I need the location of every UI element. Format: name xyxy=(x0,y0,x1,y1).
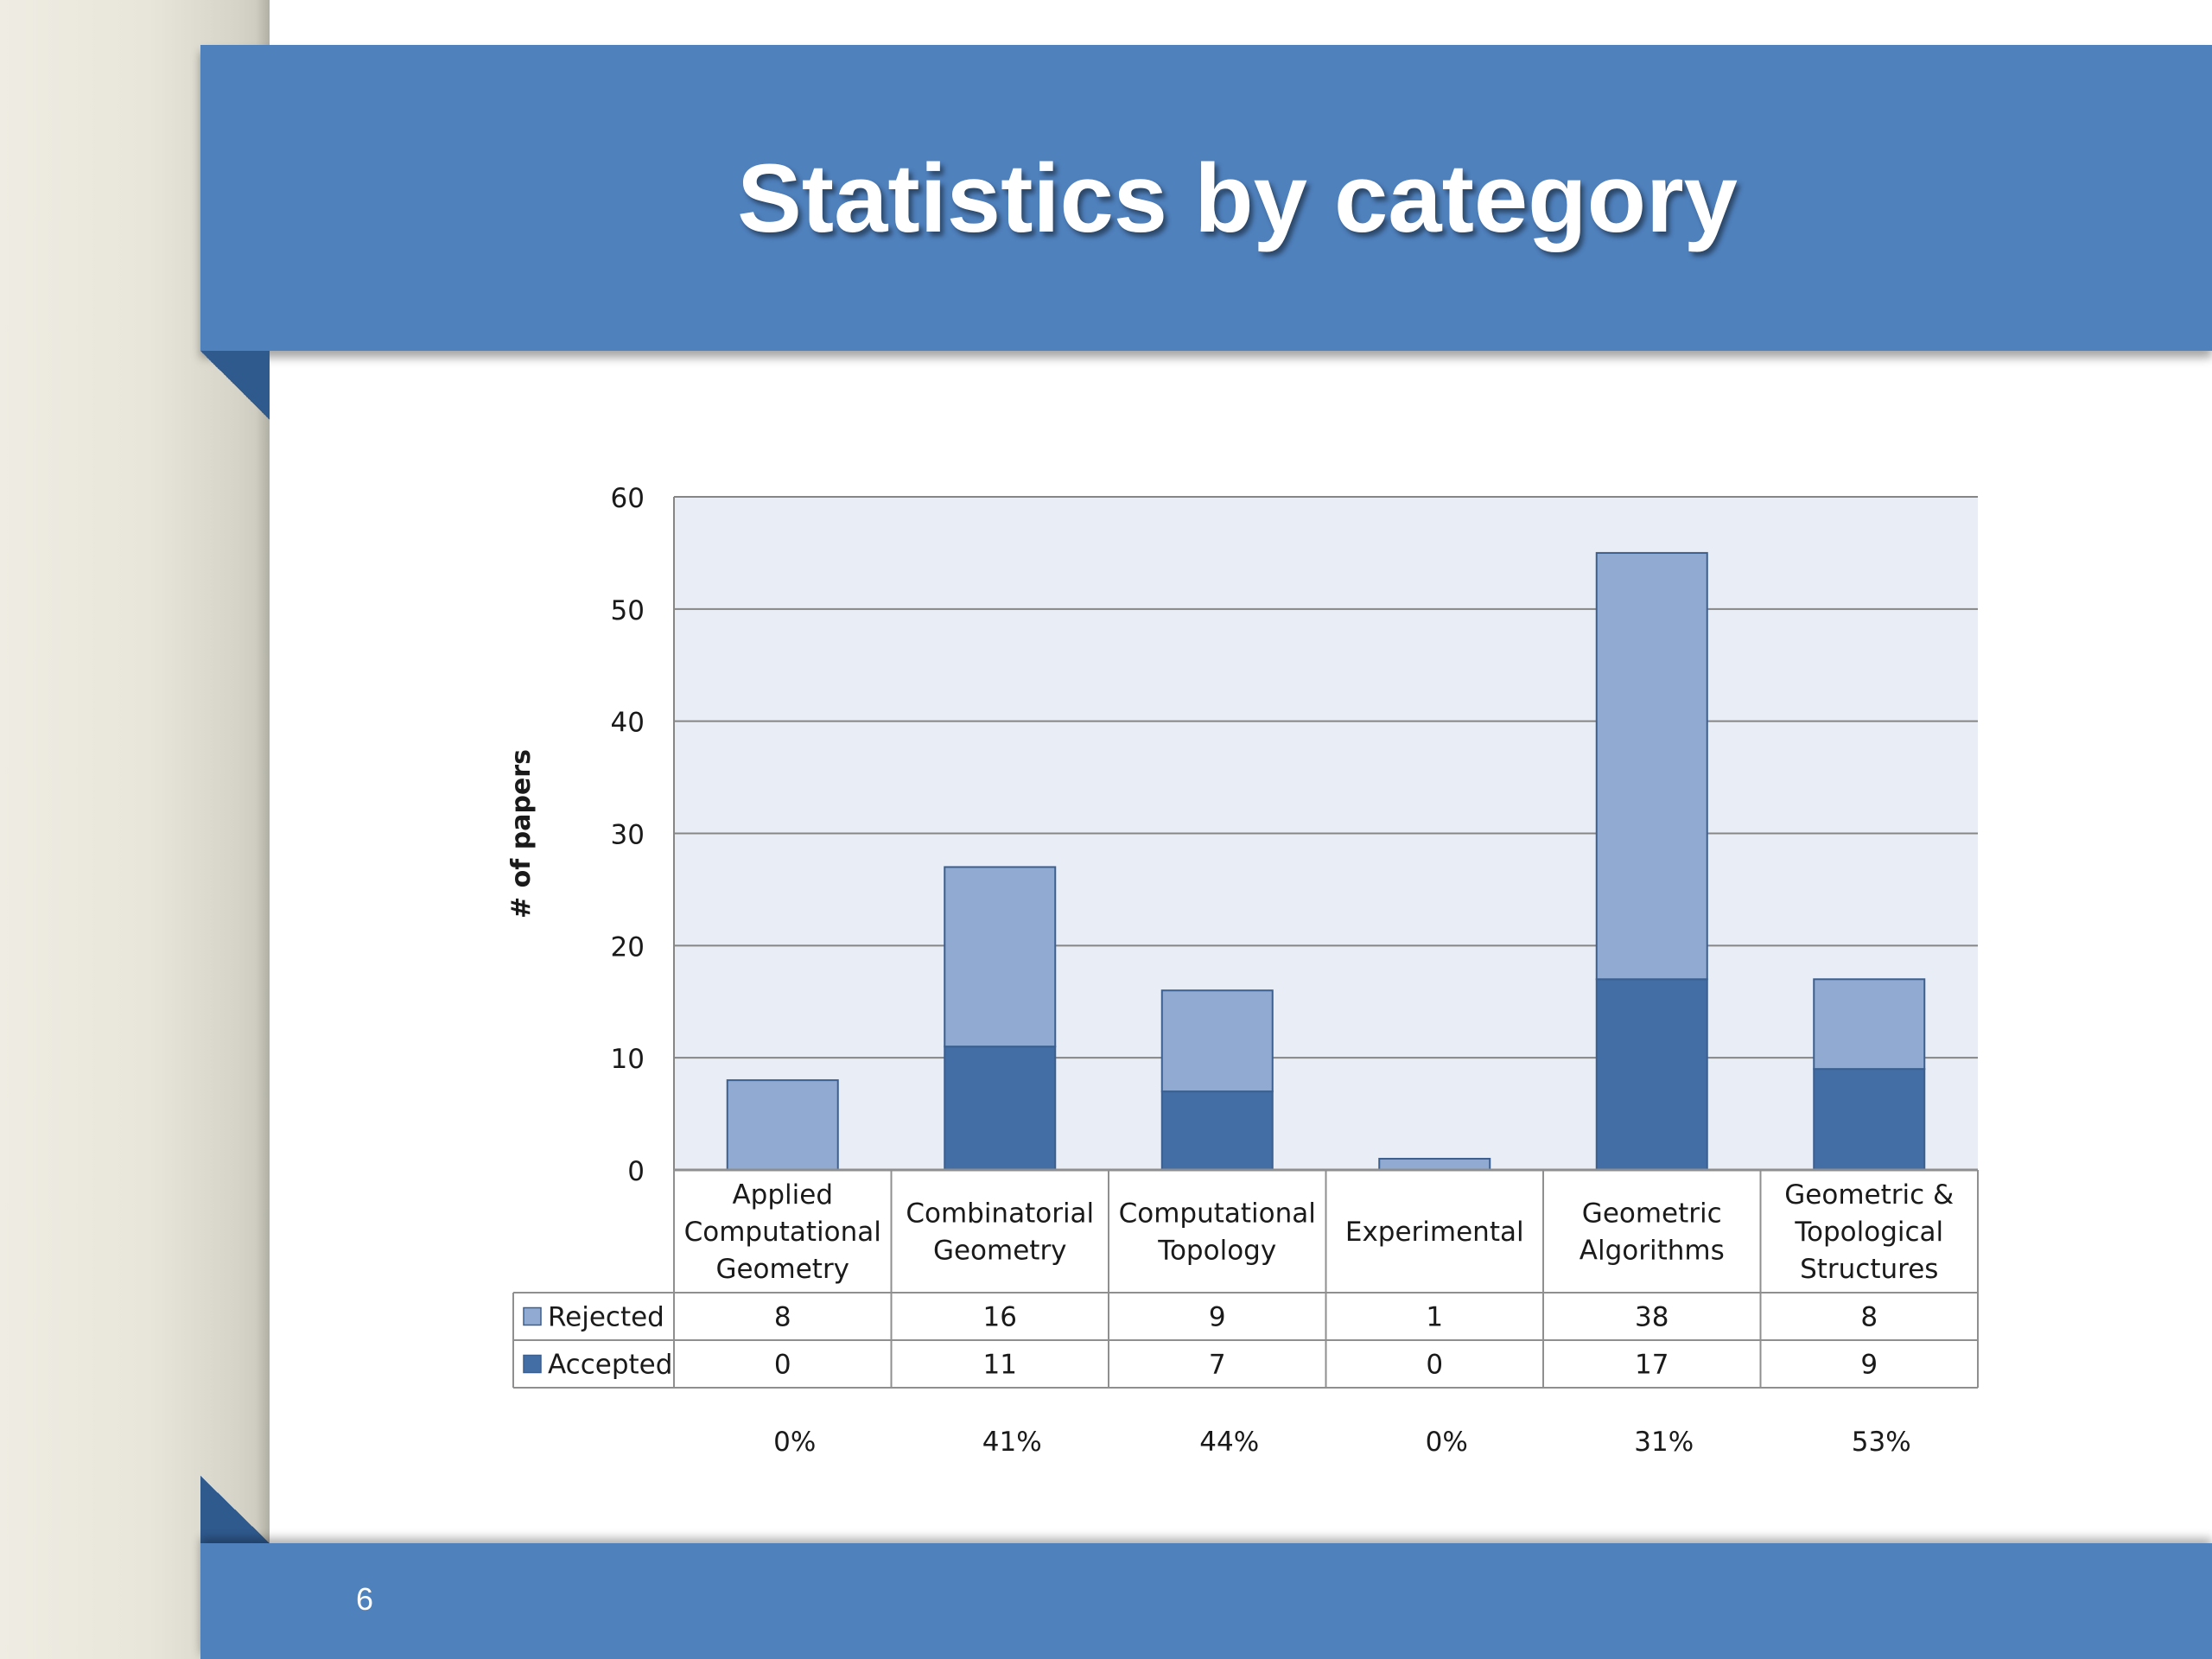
title-banner-fold xyxy=(200,351,270,420)
bar-segment xyxy=(1160,1090,1274,1172)
bar-segment xyxy=(1813,1068,1926,1172)
acceptance-rate-label: 41% xyxy=(982,1427,1042,1458)
bar-segment xyxy=(726,1079,839,1171)
bar-segment xyxy=(1160,989,1274,1093)
footer-banner xyxy=(200,1543,2212,1659)
x-category-label: Computational xyxy=(684,1217,881,1248)
x-category-label: Experimental xyxy=(1345,1217,1524,1248)
table-cell-value: 9 xyxy=(1209,1302,1226,1333)
x-category-label: Topological xyxy=(1794,1217,1943,1248)
legend-key xyxy=(523,1354,542,1374)
table-cell-value: 11 xyxy=(983,1350,1017,1381)
table-cell-value: 1 xyxy=(1426,1302,1443,1333)
table-row-label: Rejected xyxy=(548,1302,664,1333)
y-axis-title: # of papers xyxy=(506,749,537,918)
bar-segment xyxy=(944,1046,1057,1172)
table-cell-value: 17 xyxy=(1635,1350,1669,1381)
acceptance-rate-label: 0% xyxy=(1426,1427,1468,1458)
bar-segment xyxy=(1813,978,1926,1071)
bar-segment xyxy=(1595,551,1708,981)
x-category-label: Geometric xyxy=(1582,1198,1722,1230)
table-row-label: Accepted xyxy=(548,1350,672,1381)
title-banner xyxy=(200,45,2212,351)
page-title: Statistics by category xyxy=(737,143,1738,252)
page-number: 6 xyxy=(356,1581,374,1617)
table-cell-value: 38 xyxy=(1635,1302,1669,1333)
x-category-label: Structures xyxy=(1800,1254,1938,1285)
acceptance-rate-label: 0% xyxy=(773,1427,816,1458)
bar-segment xyxy=(944,866,1057,1048)
table-cell-value: 7 xyxy=(1209,1350,1226,1381)
y-tick-label: 10 xyxy=(611,1044,645,1075)
x-category-label: Geometry xyxy=(933,1236,1067,1267)
table-cell-value: 8 xyxy=(774,1302,791,1333)
x-category-label: Combinatorial xyxy=(906,1198,1094,1230)
table-cell-value: 9 xyxy=(1860,1350,1878,1381)
bar-segment xyxy=(1378,1158,1491,1172)
footer-banner-fold xyxy=(200,1476,270,1543)
table-cell-value: 0 xyxy=(774,1350,791,1381)
x-category-label: Computational xyxy=(1119,1198,1316,1230)
y-tick-label: 0 xyxy=(627,1156,645,1187)
y-tick-label: 40 xyxy=(611,708,645,739)
x-category-label: Geometry xyxy=(715,1254,849,1285)
bar-segment xyxy=(1595,978,1708,1171)
y-tick-label: 50 xyxy=(611,595,645,626)
x-category-label: Topology xyxy=(1157,1236,1276,1267)
y-tick-label: 30 xyxy=(611,820,645,851)
acceptance-rate-label: 53% xyxy=(1852,1427,1911,1458)
table-cell-value: 8 xyxy=(1860,1302,1878,1333)
x-category-label: Applied xyxy=(732,1179,833,1211)
table-cell-value: 0 xyxy=(1426,1350,1443,1381)
legend-key xyxy=(523,1306,542,1326)
x-category-label: Geometric & xyxy=(1784,1179,1954,1211)
y-tick-label: 60 xyxy=(611,483,645,514)
acceptance-rate-label: 44% xyxy=(1199,1427,1259,1458)
y-tick-label: 20 xyxy=(611,931,645,963)
table-cell-value: 16 xyxy=(983,1302,1017,1333)
x-category-label: Algorithms xyxy=(1580,1236,1725,1267)
acceptance-rate-label: 31% xyxy=(1634,1427,1694,1458)
